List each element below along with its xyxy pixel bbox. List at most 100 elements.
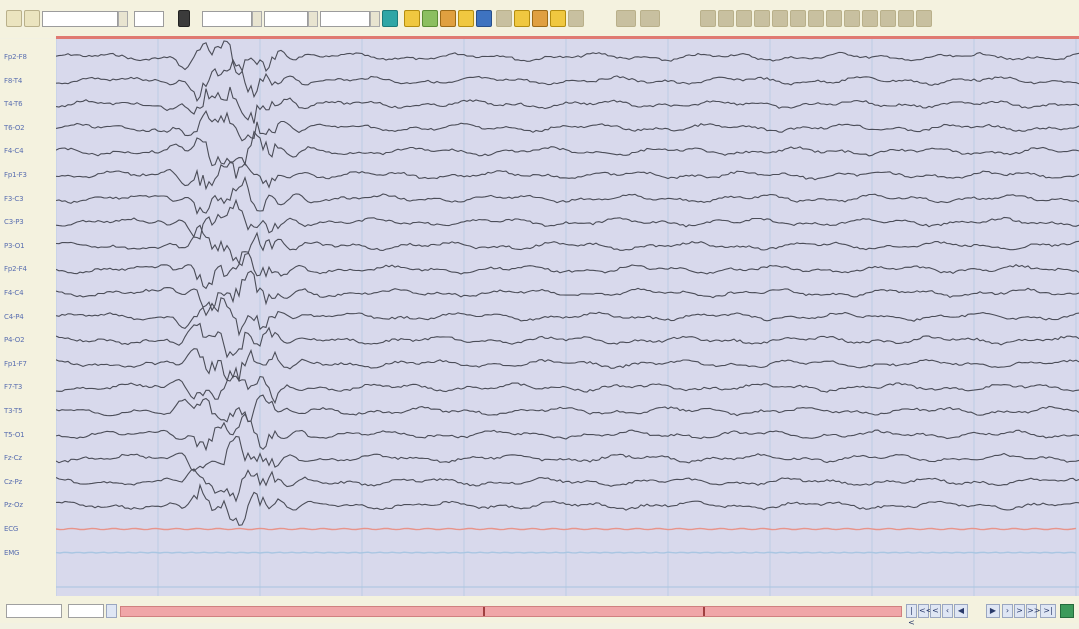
eeg-trace [56,175,1079,216]
eeg-trace [56,435,1079,472]
highcut-field[interactable] [320,11,370,27]
channel-label[interactable]: Fp2-F8 [4,53,27,61]
eeg-trace [56,58,1079,102]
eeg-trace [56,198,1079,240]
channel-label[interactable]: Fp2-F4 [4,265,27,274]
channel-label[interactable]: T3-T5 [4,407,23,415]
ecg-trace [56,527,1077,531]
eeg-trace [56,348,1079,383]
channel-label[interactable]: Pz-Oz [4,501,23,510]
channel-label[interactable]: Fz-Cz [4,454,22,463]
marker-icon[interactable] [440,10,456,27]
channel-label[interactable]: P3-O1 [4,241,25,250]
channel-label[interactable]: Cz-Pz [4,477,22,486]
step-back-icon[interactable]: ‹ [942,604,953,618]
eeg-trace [56,161,1079,191]
page-field[interactable] [68,604,104,618]
ruler-icon[interactable] [826,10,842,27]
spike-icon[interactable] [862,10,878,27]
video-icon[interactable] [476,10,492,27]
eeg-trace [56,224,1079,267]
montage-spin[interactable] [118,11,128,27]
snapshot-icon[interactable] [514,10,530,27]
channel-label[interactable]: Fp1-F7 [4,359,27,368]
measure-icon[interactable] [844,10,860,27]
eeg-trace [56,394,1079,423]
channel-label[interactable]: F3-C3 [4,194,24,203]
rewind-icon[interactable]: ◀ [954,604,968,618]
brush-icon[interactable] [736,10,752,27]
eeg-trace [56,40,1079,76]
lowcut-spin[interactable] [308,11,318,27]
channel-label[interactable]: Fp1-F3 [4,171,27,179]
last-page-icon[interactable]: >| [1040,604,1056,618]
channel-label[interactable]: F7-T3 [4,383,23,392]
channel-label[interactable]: F4-C4 [4,289,24,297]
eeg-trace [56,86,1079,124]
channel-label[interactable]: T4-T6 [4,100,23,109]
rectangle-icon[interactable] [808,10,824,27]
highcut-spin[interactable] [370,11,380,27]
record-icon[interactable] [1060,604,1074,618]
first-page-icon[interactable]: |< [906,604,917,627]
undo-icon[interactable] [616,10,636,27]
eeg-trace [56,130,1079,167]
channel-label[interactable]: ECG [4,525,19,533]
sensitivity-spin[interactable] [252,11,262,27]
person-icon[interactable] [178,10,190,27]
eeg-trace [56,251,1079,290]
emg-trace [56,551,1077,554]
filter-icon[interactable] [422,10,438,27]
channel-label[interactable]: F4-C4 [4,147,24,156]
hand-icon[interactable] [772,10,788,27]
lowcut-field[interactable] [264,11,308,27]
play-icon[interactable] [6,10,22,27]
pen-icon[interactable] [718,10,734,27]
channel-label[interactable]: P4-O2 [4,336,25,345]
channel-label[interactable]: T5-O1 [4,430,25,439]
report-icon[interactable] [916,10,932,27]
pencil-icon[interactable] [700,10,716,27]
fast-forward-icon[interactable]: >> [1026,604,1040,618]
grid-icon[interactable] [382,10,398,27]
channel-label-column: Fp2-F8 F8-T4 T4-T6 T6-O2 F4-C4 Fp1-F3 F3-C3 C3-… [0,39,57,596]
pointer-icon[interactable] [754,10,770,27]
redo-icon[interactable] [640,10,660,27]
eeg-trace [56,110,1079,142]
next-page-icon[interactable]: > [1014,604,1025,618]
top-marker-line [56,36,1079,39]
settings-icon[interactable] [24,10,40,27]
channel-label[interactable]: C4-P4 [4,312,24,321]
prev-page-icon[interactable]: < [930,604,941,618]
channel-label[interactable]: EMG [4,548,20,557]
channel-label[interactable]: F8-T4 [4,76,23,85]
line-icon[interactable] [880,10,896,27]
event-icon[interactable] [458,10,474,27]
sensitivity-field[interactable] [202,11,252,27]
scroll-thumb[interactable] [703,607,705,616]
speed-select[interactable] [134,11,164,27]
eeg-trace [56,468,1079,503]
time-scrollbar[interactable] [120,606,902,617]
toolbar [0,0,1079,38]
export-icon[interactable] [550,10,566,27]
montage-icon[interactable] [404,10,420,27]
channel-label[interactable]: C3-P3 [4,218,24,227]
step-forward-icon[interactable]: › [1002,604,1013,618]
time-field[interactable] [6,604,62,618]
montage-select[interactable] [42,11,118,27]
scroll-marker [483,607,485,616]
eeg-trace-area[interactable] [56,39,1079,596]
channel-label[interactable]: T6-O2 [4,123,25,132]
fast-back-icon[interactable]: << [918,604,932,618]
eeg-trace [56,322,1079,359]
calibrate-icon[interactable] [898,10,914,27]
eeg-trace [56,413,1079,452]
options-icon[interactable] [568,10,584,27]
note-icon[interactable] [496,10,512,27]
zoom-icon[interactable] [790,10,806,27]
page-spin[interactable] [106,604,117,618]
print-icon[interactable] [532,10,548,27]
play-forward-icon[interactable]: ▶ [986,604,1000,618]
